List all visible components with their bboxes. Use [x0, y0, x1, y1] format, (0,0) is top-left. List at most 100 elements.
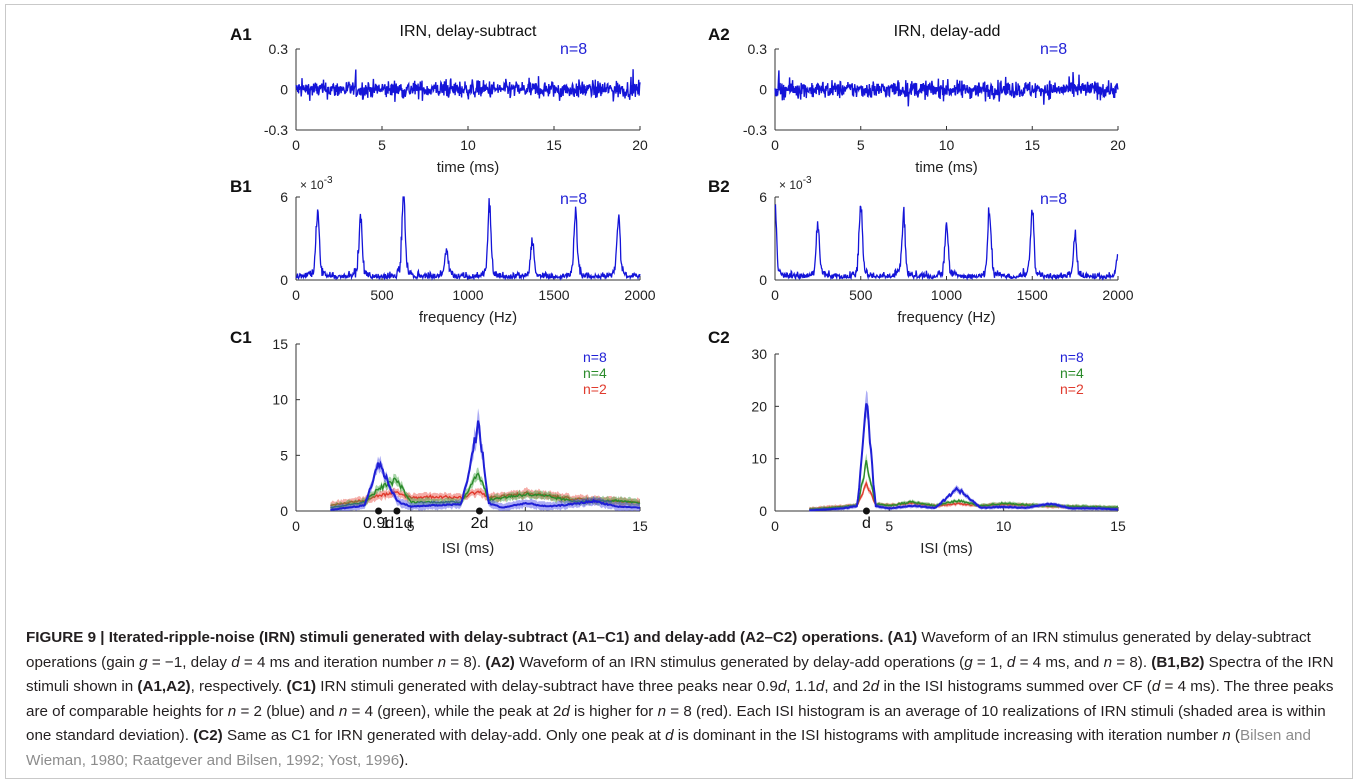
x-tick-label: 15	[632, 518, 648, 534]
x-axis-label: frequency (Hz)	[897, 309, 995, 326]
panel-label: C2	[708, 328, 730, 347]
legend-n8: n=8	[583, 349, 607, 365]
x-tick-label: 1000	[931, 287, 962, 303]
x-tick-label: 10	[460, 137, 476, 153]
caption-text: is dominant in the ISI histograms with a…	[673, 727, 1223, 744]
caption-panel-ref: (A1,A2)	[137, 678, 191, 695]
x-tick-label: 5	[378, 137, 386, 153]
y-tick-label: 10	[751, 451, 767, 467]
marker-label: 2d	[471, 515, 489, 532]
legend-n8: n=8	[1040, 191, 1067, 208]
caption-panel-ref: (A1)	[887, 629, 918, 646]
y-tick-label: 0	[280, 503, 288, 519]
figure-caption: FIGURE 9 | Iterated-ripple-noise (IRN) s…	[26, 626, 1336, 773]
figure-frame	[5, 4, 1353, 779]
caption-variable: d	[231, 653, 240, 671]
y-exponent-power: -3	[803, 175, 812, 186]
caption-text: = 1,	[972, 653, 1007, 671]
x-axis-label: time (ms)	[915, 159, 978, 176]
marker-dot	[393, 507, 401, 515]
marker-dot	[862, 507, 870, 515]
caption-variable: g	[139, 653, 148, 671]
caption-text: , respectively.	[190, 678, 287, 695]
caption-variable: n	[437, 653, 447, 671]
series-n8-waveform	[295, 69, 641, 102]
y-exponent: × 10-3	[300, 175, 333, 192]
caption-variable: d	[1151, 678, 1161, 695]
y-tick-label: 30	[751, 346, 767, 362]
caption-variable: d	[870, 678, 880, 695]
y-tick-label: 0	[759, 82, 767, 98]
caption-panel-ref: (A2)	[485, 653, 515, 671]
caption-text: ).	[399, 751, 409, 769]
caption-text: Spectra of the IRN stimuli shown in	[26, 653, 1334, 696]
band-n8	[330, 408, 640, 511]
caption-lead: FIGURE 9 | Iterated-ripple-noise (IRN) s…	[26, 629, 884, 646]
y-exponent: × 10-3	[779, 175, 812, 192]
y-tick-label: 5	[280, 447, 288, 463]
y-tick-label: 0	[280, 272, 288, 288]
y-tick-label: 0	[759, 272, 767, 288]
panel-label: A1	[230, 25, 252, 44]
x-tick-label: 15	[1024, 137, 1040, 153]
y-tick-label: 6	[280, 189, 288, 205]
caption-text: = 8).	[446, 653, 486, 671]
legend-n8: n=8	[560, 41, 587, 58]
caption-body: (A1) Waveform of an IRN stimulus generat…	[26, 629, 1334, 769]
caption-panel-ref: (B1,B2)	[1151, 653, 1205, 671]
caption-text: = 4 (green), while the peak at 2	[347, 702, 562, 720]
x-tick-label: 0	[771, 287, 779, 303]
legend-n2: n=2	[1060, 381, 1084, 397]
caption-text: = 8).	[1112, 653, 1152, 671]
x-tick-label: 15	[1110, 518, 1126, 534]
y-tick-label: -0.3	[743, 122, 767, 138]
x-tick-label: 5	[407, 518, 415, 534]
marker-label: 0.9d	[363, 515, 394, 532]
caption-text: = 2 (blue) and	[236, 702, 339, 720]
series-n4	[809, 460, 1118, 511]
series-n8	[809, 403, 1119, 512]
y-tick-label: 20	[751, 398, 767, 414]
panel-label: B1	[230, 177, 252, 196]
x-tick-label: 5	[857, 137, 865, 153]
x-tick-label: 1000	[452, 287, 483, 303]
panel-b1: B1 0 500 1000 1500 2000 6 0 frequency (Hz) × 10-3…	[230, 175, 656, 326]
x-tick-label: 2000	[624, 287, 655, 303]
x-tick-label: 5	[885, 518, 893, 534]
caption-citation[interactable]: Bilsen and Wieman, 1980; Raatgever and B…	[26, 727, 1311, 769]
caption-text: Same as C1 for IRN generated with delay-…	[222, 727, 666, 744]
caption-text: Waveform of an IRN stimulus generated by…	[26, 629, 1311, 671]
band-n2	[330, 486, 640, 510]
y-tick-label: -0.3	[264, 122, 288, 138]
caption-text: = 4 ms and iteration number	[239, 653, 438, 671]
x-tick-label: 0	[292, 518, 300, 534]
caption-text: (	[1230, 727, 1240, 744]
caption-panel-ref: (C2)	[193, 727, 223, 744]
caption-text: = 4 ms, and	[1015, 653, 1104, 671]
y-exponent-power: -3	[324, 175, 333, 186]
panel-label: C1	[230, 328, 252, 347]
series-n8-spectrum	[295, 196, 641, 281]
marker-dot	[375, 507, 383, 515]
panel-c1: C1 0 5 10 15 15 10 5 0 ISI (ms) n=8n=4n=2 0.9d1.1d 2…	[230, 328, 648, 557]
caption-text: IRN stimuli generated with delay-subtrac…	[316, 678, 778, 695]
caption-text: is higher for	[569, 702, 658, 720]
caption-text: in the ISI histograms summed over CF (	[879, 678, 1152, 695]
x-tick-label: 10	[996, 518, 1012, 534]
caption-text: Waveform of an IRN stimulus generated by…	[514, 653, 965, 671]
y-tick-label: 0.3	[748, 41, 768, 57]
x-tick-label: 1500	[538, 287, 569, 303]
caption-variable: d	[777, 678, 787, 695]
caption-variable: n	[1222, 727, 1231, 744]
x-axis-label: ISI (ms)	[920, 540, 973, 557]
y-tick-label: 0	[759, 503, 767, 519]
x-tick-label: 0	[292, 287, 300, 303]
marker-label: 1.1d	[381, 515, 412, 532]
y-tick-label: 0	[280, 82, 288, 98]
caption-variable: d	[815, 678, 825, 695]
caption-variable: n	[338, 702, 348, 720]
marker-dot	[475, 507, 483, 515]
x-tick-label: 10	[939, 137, 955, 153]
